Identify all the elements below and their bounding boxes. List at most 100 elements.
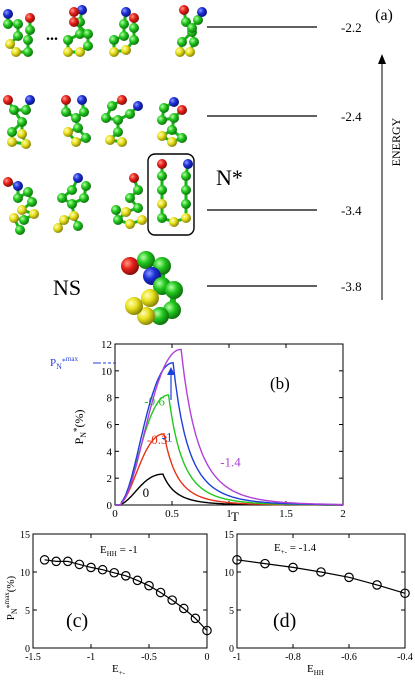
y-tick-label: 6 <box>107 420 113 432</box>
yellow-bead <box>175 47 185 57</box>
green-bead <box>119 31 129 41</box>
panel-b-xlabel: T <box>231 509 239 524</box>
data-point <box>190 613 201 624</box>
conformation-molecules <box>3 5 207 325</box>
yellow-bead <box>125 219 135 229</box>
y-tick-label: 15 <box>20 530 30 541</box>
yellow-bead <box>137 215 147 225</box>
red-bead <box>69 7 79 17</box>
data-point <box>51 556 61 567</box>
red-bead <box>177 105 187 115</box>
green-bead <box>129 23 139 33</box>
x-tick-label: 0.5 <box>165 508 179 520</box>
red-bead <box>121 257 139 275</box>
data-point <box>39 555 50 565</box>
green-bead <box>181 185 191 195</box>
green-bead <box>3 19 13 29</box>
green-bead <box>107 101 117 111</box>
red-bead <box>61 95 71 105</box>
blue-bead <box>121 7 131 17</box>
y-tick-label: 8 <box>107 393 113 405</box>
yellow-bead <box>125 297 143 315</box>
green-bead <box>23 47 33 57</box>
energy-level-value: -3.4 <box>341 203 362 218</box>
green-bead <box>17 117 27 127</box>
y-tick-label: 2 <box>107 473 113 485</box>
x-tick-label: 0 <box>112 508 118 520</box>
yellow-bead <box>11 47 21 57</box>
yellow-bead <box>17 205 27 215</box>
series-line <box>236 559 406 594</box>
series-label: -1 <box>162 429 173 444</box>
green-bead <box>177 133 187 143</box>
green-bead <box>67 199 77 209</box>
green-bead <box>119 19 129 29</box>
molecule <box>175 5 207 57</box>
green-bead <box>15 225 25 235</box>
red-bead <box>179 5 189 15</box>
panel-c-series <box>39 555 212 636</box>
green-bead <box>113 215 123 225</box>
green-bead <box>9 105 19 115</box>
green-bead <box>177 37 187 47</box>
green-bead <box>73 123 83 133</box>
data-point <box>288 562 298 573</box>
green-bead <box>189 37 199 47</box>
panel-b-label: (b) <box>270 374 290 393</box>
energy-axis-arrowhead <box>378 54 386 64</box>
yellow-bead <box>9 213 19 223</box>
green-bead <box>57 193 67 203</box>
panel-b-chart: 0 0.5 1 1.5 2 0 2 4 6 8 10 12 0 -0.3 -0.6 -1 -1.4 (b) T… <box>50 339 346 524</box>
green-bead <box>79 107 89 117</box>
native-state-highlight-box <box>147 153 195 236</box>
green-bead <box>73 221 83 231</box>
green-bead <box>79 193 89 203</box>
panel-d-xlabel: EHH <box>307 663 324 677</box>
y-tick-label: 10 <box>101 366 113 378</box>
y-tick-label: 5 <box>229 606 234 617</box>
panel-d-chart: -1 -0.8 -0.6 -0.4 0 5 10 15 (d) E+- = -1.4 EHH <box>224 530 413 677</box>
yellow-bead <box>137 307 155 325</box>
plot-frame <box>114 343 344 506</box>
data-point <box>202 625 212 636</box>
yellow-bead <box>21 139 31 149</box>
blue-bead <box>73 173 83 183</box>
molecule <box>3 95 35 149</box>
green-bead <box>125 109 135 119</box>
green-bead <box>83 41 93 51</box>
blue-bead <box>77 95 87 105</box>
green-bead <box>157 213 167 223</box>
data-point <box>121 570 131 581</box>
x-tick-label: -1.5 <box>25 652 41 663</box>
x-tick-label: -0.6 <box>341 652 357 663</box>
x-tick-label: -0.5 <box>141 652 157 663</box>
red-bead <box>157 159 167 169</box>
green-bead <box>13 31 23 41</box>
yellow-bead <box>69 211 79 221</box>
blue-bead <box>3 9 13 19</box>
green-bead <box>151 307 169 325</box>
yellow-bead <box>63 47 73 57</box>
molecule <box>63 5 93 57</box>
panel-c-xlabel: E+- <box>112 663 126 677</box>
red-bead <box>117 95 127 105</box>
x-tick-label: -1 <box>87 652 95 663</box>
red-bead <box>69 17 79 27</box>
green-bead <box>67 185 77 195</box>
series-label: 0 <box>143 485 150 500</box>
data-point <box>144 580 154 591</box>
x-tick-label: 0 <box>205 652 210 663</box>
green-bead <box>165 281 183 299</box>
x-tick-label: -1 <box>233 652 241 663</box>
molecule <box>109 7 139 57</box>
molecule <box>111 173 147 229</box>
yellow-bead <box>181 213 191 223</box>
molecule <box>3 9 35 57</box>
red-bead <box>25 13 35 23</box>
green-bead <box>83 29 93 39</box>
ns-state-label: NS <box>53 275 81 300</box>
plot-frame <box>32 533 208 649</box>
yellow-bead <box>169 217 179 227</box>
green-bead <box>111 205 121 215</box>
y-tick-label: 12 <box>101 339 112 351</box>
